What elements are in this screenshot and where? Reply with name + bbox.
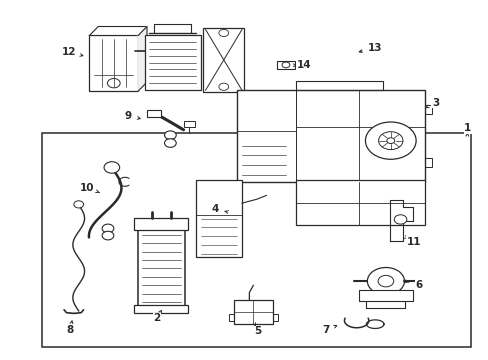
Text: 10: 10 xyxy=(80,183,95,193)
Bar xyxy=(134,305,188,313)
Text: 7: 7 xyxy=(322,325,329,335)
Bar xyxy=(203,28,244,92)
Circle shape xyxy=(366,267,404,295)
Text: 8: 8 xyxy=(67,325,74,335)
Bar xyxy=(295,81,383,90)
Bar xyxy=(134,218,188,230)
Text: 6: 6 xyxy=(415,280,422,290)
Bar xyxy=(89,36,138,91)
Bar xyxy=(424,105,431,114)
Circle shape xyxy=(164,131,176,139)
Text: 1: 1 xyxy=(463,123,470,133)
Text: 4: 4 xyxy=(211,204,219,214)
Bar xyxy=(237,90,424,182)
Text: 2: 2 xyxy=(153,313,160,323)
Circle shape xyxy=(104,162,120,173)
Bar xyxy=(233,300,272,324)
Text: 9: 9 xyxy=(124,111,132,121)
Circle shape xyxy=(102,231,114,240)
Bar xyxy=(144,35,200,90)
Text: 12: 12 xyxy=(61,46,76,57)
Circle shape xyxy=(164,139,176,147)
Bar xyxy=(272,314,277,320)
Bar xyxy=(138,221,184,307)
Text: 3: 3 xyxy=(431,98,438,108)
Bar xyxy=(424,158,431,167)
Bar xyxy=(183,121,194,127)
Bar xyxy=(276,61,295,69)
Circle shape xyxy=(365,122,415,159)
Bar xyxy=(42,134,470,347)
Text: 11: 11 xyxy=(406,237,421,247)
Bar xyxy=(147,110,160,117)
Bar xyxy=(195,180,242,257)
Bar xyxy=(228,314,233,320)
Bar xyxy=(358,290,412,301)
Circle shape xyxy=(74,201,83,208)
Circle shape xyxy=(393,215,406,224)
Polygon shape xyxy=(138,27,147,91)
Bar xyxy=(295,180,424,225)
Text: 5: 5 xyxy=(254,326,261,336)
Circle shape xyxy=(102,224,114,233)
Text: 14: 14 xyxy=(296,60,311,70)
Polygon shape xyxy=(89,27,147,36)
Text: 13: 13 xyxy=(367,43,382,53)
